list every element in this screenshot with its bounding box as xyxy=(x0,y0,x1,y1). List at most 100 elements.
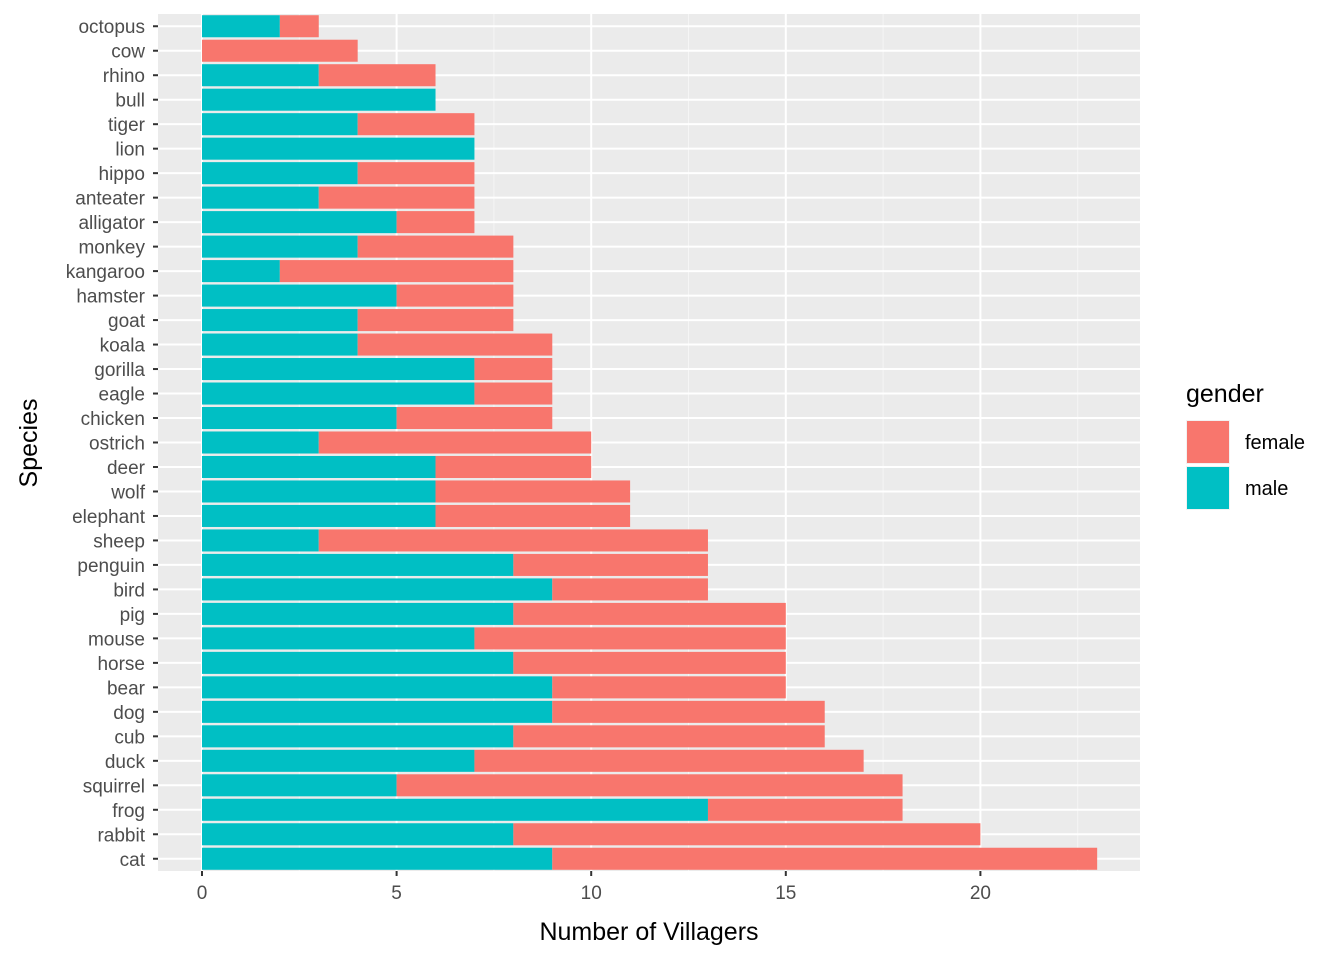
bar-male-cub xyxy=(202,725,514,748)
bar-male-ostrich xyxy=(202,431,319,454)
y-tick-label-mouse: mouse xyxy=(88,629,145,650)
y-tick-label-cow: cow xyxy=(111,42,145,63)
bar-female-anteater xyxy=(318,186,475,209)
bar-female-rabbit xyxy=(513,823,981,846)
bar-female-cow xyxy=(202,39,358,62)
legend-key-male xyxy=(1187,467,1229,509)
bar-male-kangaroo xyxy=(202,260,280,283)
bar-male-sheep xyxy=(202,529,319,552)
y-tick-label-lion: lion xyxy=(115,140,145,161)
bar-female-hippo xyxy=(357,162,475,185)
bar-female-wolf xyxy=(435,480,631,503)
bar-female-cub xyxy=(513,725,825,748)
y-tick-label-bear: bear xyxy=(107,678,146,699)
bar-female-sheep xyxy=(318,529,708,552)
y-tick-label-duck: duck xyxy=(105,752,146,773)
legend-title: gender xyxy=(1186,380,1264,408)
legend-label-female: female xyxy=(1245,432,1305,454)
bar-male-hamster xyxy=(202,284,397,307)
y-axis: octopus cow rhino bull tiger lion hippo anteate… xyxy=(66,17,158,871)
y-tick-label-monkey: monkey xyxy=(78,238,145,259)
y-tick-label-penguin: penguin xyxy=(77,556,145,577)
x-axis: 0 5 10 15 20 xyxy=(197,871,991,904)
bar-male-tiger xyxy=(202,113,358,136)
y-tick-label-cat: cat xyxy=(120,850,146,871)
bar-female-penguin xyxy=(513,553,708,576)
y-tick-label-wolf: wolf xyxy=(110,482,146,503)
bar-female-dog xyxy=(552,700,825,723)
y-tick-label-horse: horse xyxy=(97,654,145,675)
y-tick-label-rhino: rhino xyxy=(103,66,145,87)
bar-female-chicken xyxy=(396,406,553,430)
y-tick-label-sheep: sheep xyxy=(93,531,145,552)
bar-male-frog xyxy=(202,798,708,821)
y-tick-label-elephant: elephant xyxy=(72,507,146,528)
bar-male-pig xyxy=(202,602,514,625)
bar-female-pig xyxy=(513,602,786,625)
bar-female-frog xyxy=(707,798,903,821)
x-tick-label-5: 5 xyxy=(391,883,402,904)
bar-female-rhino xyxy=(318,64,436,87)
y-tick-label-anteater: anteater xyxy=(75,189,145,210)
x-tick-label-10: 10 xyxy=(581,883,602,904)
bar-male-hippo xyxy=(202,162,358,185)
y-tick-label-goat: goat xyxy=(108,311,146,332)
bar-female-goat xyxy=(357,309,514,332)
bar-female-tiger xyxy=(357,113,475,136)
bar-male-duck xyxy=(202,749,475,772)
bar-male-cat xyxy=(202,847,553,870)
bar-female-squirrel xyxy=(396,774,903,797)
bar-female-horse xyxy=(513,651,786,674)
y-axis-title: Species xyxy=(15,399,43,488)
bar-male-squirrel xyxy=(202,774,397,797)
bar-male-eagle xyxy=(202,382,475,405)
y-tick-label-bird: bird xyxy=(113,580,145,601)
x-tick-label-15: 15 xyxy=(775,883,796,904)
y-tick-label-gorilla: gorilla xyxy=(94,360,145,381)
bar-male-octopus xyxy=(202,15,280,38)
bar-female-bird xyxy=(552,578,708,601)
y-tick-label-squirrel: squirrel xyxy=(83,776,145,797)
bar-female-cat xyxy=(552,847,1098,870)
bar-male-rabbit xyxy=(202,823,514,846)
bar-female-hamster xyxy=(396,284,514,307)
bar-female-ostrich xyxy=(318,431,592,454)
bar-male-lion xyxy=(202,137,475,160)
bar-female-gorilla xyxy=(474,358,553,381)
bar-female-mouse xyxy=(474,627,786,650)
bar-female-monkey xyxy=(357,235,514,258)
y-tick-label-koala: koala xyxy=(100,336,146,357)
y-tick-label-dog: dog xyxy=(113,703,145,724)
bar-female-elephant xyxy=(435,504,631,527)
bar-male-gorilla xyxy=(202,358,475,381)
y-tick-label-eagle: eagle xyxy=(99,385,146,406)
y-tick-label-rabbit: rabbit xyxy=(97,825,145,846)
bar-male-bird xyxy=(202,578,553,601)
bar-male-deer xyxy=(202,455,436,479)
y-tick-label-bull: bull xyxy=(115,91,145,112)
bar-male-penguin xyxy=(202,553,514,576)
bar-male-rhino xyxy=(202,64,319,87)
bar-male-horse xyxy=(202,651,514,674)
bar-female-eagle xyxy=(474,382,553,405)
y-tick-label-chicken: chicken xyxy=(81,409,145,430)
y-tick-label-alligator: alligator xyxy=(78,213,145,234)
bar-female-duck xyxy=(474,749,864,772)
bar-male-wolf xyxy=(202,480,436,503)
bar-male-koala xyxy=(202,333,358,356)
bar-male-elephant xyxy=(202,504,436,527)
bar-male-bear xyxy=(202,676,553,699)
legend-key-female xyxy=(1187,421,1229,463)
y-tick-label-cub: cub xyxy=(114,727,145,748)
bar-female-kangaroo xyxy=(279,260,514,283)
bar-male-monkey xyxy=(202,235,358,258)
bar-male-chicken xyxy=(202,406,397,430)
y-tick-label-hippo: hippo xyxy=(99,164,146,185)
y-tick-label-hamster: hamster xyxy=(76,287,145,308)
bar-male-dog xyxy=(202,700,553,723)
bar-male-mouse xyxy=(202,627,475,650)
x-tick-label-20: 20 xyxy=(970,883,991,904)
bar-female-koala xyxy=(357,333,553,356)
bars xyxy=(202,15,1098,870)
